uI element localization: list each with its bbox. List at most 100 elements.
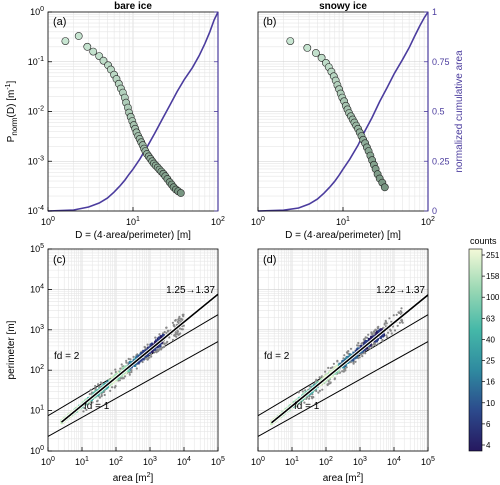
sparse-point	[364, 352, 367, 355]
sparse-point	[144, 357, 147, 360]
y-tick-label: 105	[30, 243, 44, 254]
annotation-fd2: fd = 2	[54, 351, 80, 362]
x-tick-label: 100	[251, 456, 265, 467]
sparse-point	[344, 369, 347, 372]
panel-label: (c)	[53, 254, 66, 266]
density-cell	[117, 377, 121, 380]
sparse-point	[336, 359, 339, 362]
annotation-fd-range: 1.25→1.37	[166, 285, 215, 296]
sparse-point	[171, 321, 174, 324]
density-cell	[106, 385, 110, 389]
data-point	[61, 37, 70, 45]
x-tick-label: 103	[353, 456, 367, 467]
density-cell	[375, 332, 378, 335]
plot-inner	[48, 292, 218, 437]
sparse-point	[354, 360, 357, 363]
sparse-point	[155, 351, 158, 354]
right-tick-label: 0.5	[432, 107, 445, 117]
y-tick-label: 100	[30, 445, 44, 456]
data-point	[83, 42, 92, 51]
density-cell	[370, 335, 373, 339]
sparse-point	[364, 336, 367, 339]
density-cell	[145, 354, 148, 357]
sparse-point	[385, 336, 389, 339]
sparse-point	[114, 368, 117, 371]
sparse-point	[147, 356, 150, 359]
density-cell	[151, 348, 154, 352]
sparse-point	[327, 366, 330, 369]
sparse-point	[339, 371, 342, 374]
sparse-point	[177, 333, 180, 336]
sparse-point	[132, 355, 135, 358]
sparse-point	[158, 333, 161, 336]
density-cell	[336, 370, 340, 373]
sparse-point	[166, 330, 169, 333]
sparse-point	[383, 322, 386, 325]
density-cell	[360, 345, 363, 349]
sparse-point	[333, 377, 336, 380]
sparse-point	[114, 370, 117, 374]
sparse-point	[178, 315, 181, 318]
sparse-point	[385, 322, 388, 325]
density-cell	[375, 339, 378, 343]
colorbar-tick-label: 100	[486, 293, 500, 302]
colorbar-tick-label: 10	[486, 399, 495, 408]
sparse-point	[361, 355, 364, 358]
x-tick-label: 103	[143, 456, 157, 467]
sparse-point	[317, 391, 320, 394]
density-cell	[365, 347, 369, 350]
sparse-point	[393, 329, 397, 332]
y-tick-label: 100	[30, 6, 44, 17]
sparse-point	[97, 383, 100, 386]
density-cell	[142, 350, 146, 353]
sparse-point	[398, 311, 401, 315]
density-cell	[380, 328, 383, 331]
sparse-point	[329, 367, 332, 370]
annotation-fd1: fd = 1	[84, 401, 110, 412]
sparse-point	[327, 382, 330, 385]
sparse-point	[356, 344, 359, 347]
x-tick-label: 102	[319, 456, 333, 467]
sparse-point	[318, 376, 321, 379]
density-cell	[320, 378, 323, 381]
sparse-point	[349, 347, 353, 350]
density-cell	[379, 336, 382, 339]
density-cell	[106, 380, 110, 384]
data-point	[380, 183, 389, 192]
sparse-point	[395, 313, 398, 316]
sparse-point	[110, 372, 113, 375]
x-tick-label: 100	[41, 216, 55, 227]
sparse-point	[109, 389, 112, 392]
y-tick-label: 104	[30, 283, 44, 294]
sparse-point	[91, 401, 94, 404]
sparse-point	[346, 351, 349, 354]
colorbar-tick-label: 158	[486, 272, 500, 281]
density-cell	[372, 335, 376, 339]
density-cell	[142, 357, 145, 361]
density-cell	[381, 333, 385, 336]
sparse-point	[168, 336, 171, 339]
sparse-point	[177, 318, 180, 321]
sparse-point	[96, 399, 99, 402]
sparse-point	[144, 346, 147, 349]
y-tick-label: 10-2	[28, 106, 44, 117]
colorbar: counts 251 158 100 63 40 25 16 10 6 4	[468, 236, 500, 452]
right-axis-label: normalized cumulative area	[454, 50, 465, 173]
sparse-point	[160, 348, 163, 351]
y-axis-label: Pnorm(D) [m-1]	[5, 80, 19, 142]
sparse-point	[342, 370, 345, 373]
sparse-point	[181, 318, 184, 321]
reference-line	[258, 341, 428, 437]
sparse-point	[180, 328, 183, 331]
sparse-point	[352, 361, 355, 364]
sparse-point	[141, 360, 144, 364]
density-cell	[369, 343, 372, 347]
sparse-point	[123, 375, 127, 378]
data-point	[89, 47, 98, 56]
data-point	[311, 49, 320, 57]
x-tick-label: 102	[211, 216, 225, 227]
sparse-point	[385, 334, 388, 337]
density-cell	[122, 373, 125, 376]
density-cell	[122, 366, 125, 370]
